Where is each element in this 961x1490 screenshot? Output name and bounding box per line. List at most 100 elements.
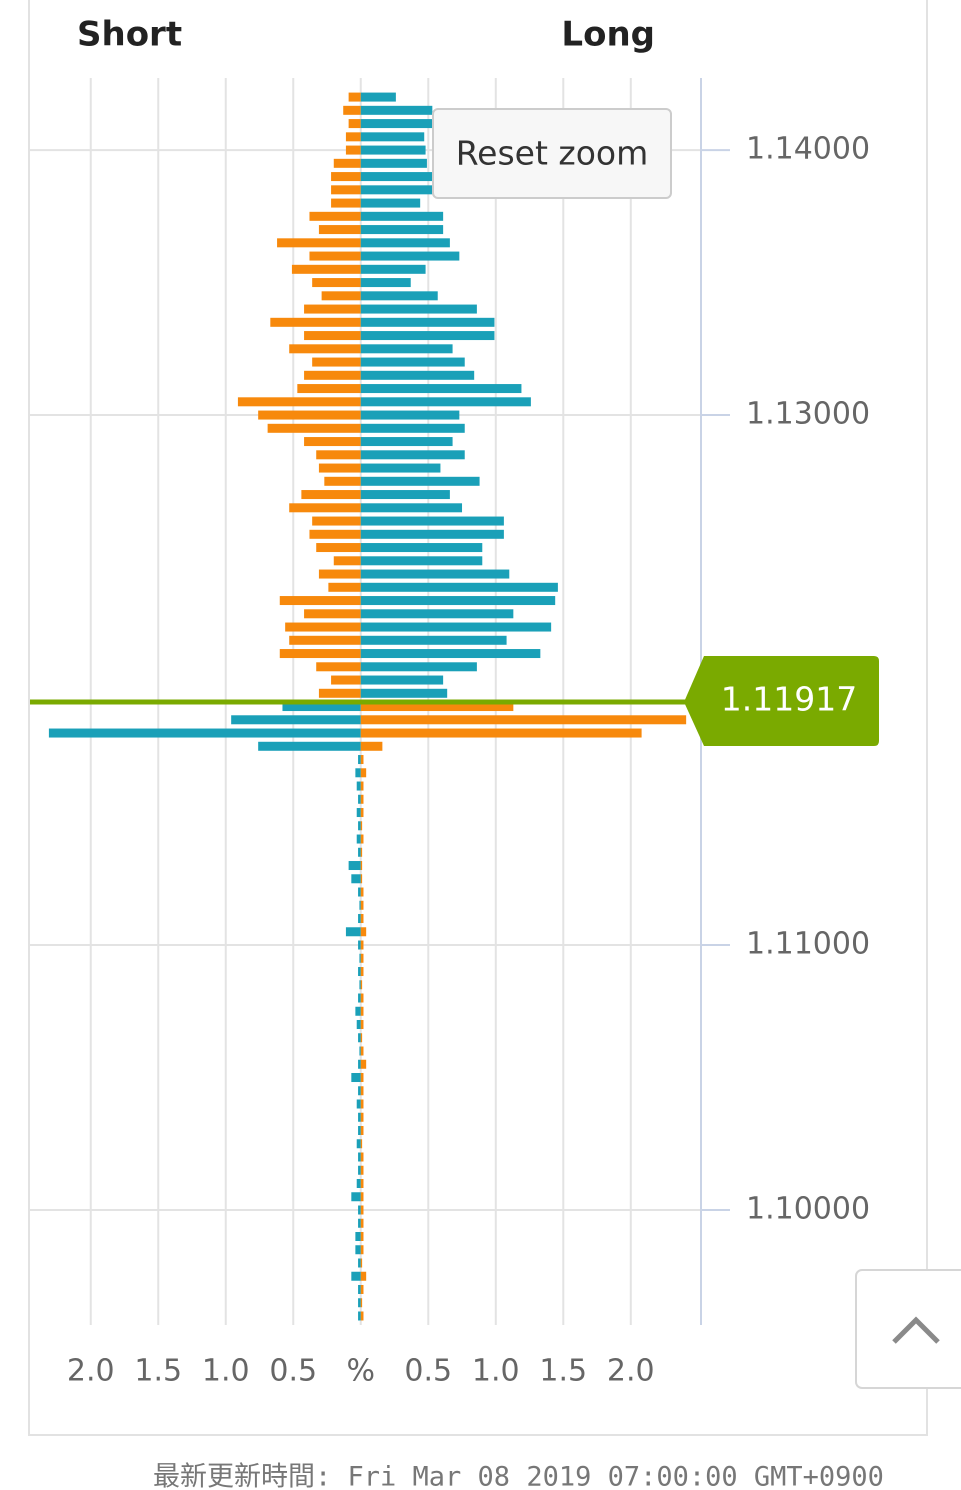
bar-left [351,1073,361,1083]
bar-left [356,1020,361,1030]
bar-right [360,503,463,513]
bar-left [358,887,361,897]
bar-left [356,1139,361,1149]
bar-right [360,1112,364,1122]
bar-left [279,596,361,606]
bar-left [258,410,361,420]
bar-left [355,1245,361,1255]
bar-left [309,529,361,539]
bar-right [360,185,433,195]
bar-right [360,105,433,115]
bar-right [360,834,364,844]
bar-right [360,582,558,592]
bar-left [321,291,361,301]
bar-left [304,609,361,619]
bar-right [360,490,450,500]
y-tick-label: 1.13000 [746,397,870,432]
bar-right [360,609,514,619]
bar-right [360,397,531,407]
bar-right [360,596,556,606]
bar-left [358,1059,361,1069]
bar-right [360,1192,364,1202]
bar-right [360,847,363,857]
bar-left [358,794,361,804]
bar-left [351,874,361,884]
bar-left [358,940,361,950]
bar-right [360,317,495,327]
bar-right [360,172,433,182]
bar-left [358,967,361,977]
current-price-label: 1.11917 [721,680,857,719]
x-tick-label: 1.5 [539,1354,587,1389]
bar-right [360,794,364,804]
bar-right [360,1152,364,1162]
bar-right [360,569,510,579]
bar-left [312,278,361,288]
bar-right [360,953,364,963]
bar-right [360,119,433,129]
x-tick-label: 1.5 [134,1354,182,1389]
bar-right [360,993,364,1003]
bar-right [360,755,364,765]
reset-zoom-label[interactable]: Reset zoom [456,134,649,173]
bar-right [360,331,495,341]
bar-left [359,1046,361,1056]
x-tick-label: 2.0 [67,1354,115,1389]
bar-left [358,1152,361,1162]
bar-left [237,397,361,407]
short-header: Short [77,15,182,55]
bar-right [360,1046,364,1056]
bar-left [358,1298,361,1308]
bar-left [277,238,361,248]
bar-left [231,715,361,725]
bar-right [360,1139,363,1149]
bar-right [360,410,460,420]
bar-right [360,1126,364,1136]
bar-left [345,145,361,155]
bar-right [360,1179,364,1189]
x-tick-label: % [347,1354,376,1389]
bar-left [348,92,361,102]
reset-zoom-box[interactable] [432,108,672,199]
bar-left [355,768,361,778]
bar-left [358,1205,361,1215]
bar-right [360,211,444,221]
bar-right [360,1231,364,1241]
bar-right [360,450,465,460]
x-tick-label: 2.0 [607,1354,655,1389]
bar-left [355,1006,361,1016]
bar-left [358,1258,361,1268]
y-tick-label: 1.14000 [746,132,870,167]
bar-left [358,1284,361,1294]
bar-left [359,953,361,963]
bar-right [360,1311,364,1321]
bar-left [285,622,361,632]
bar-right [360,463,441,473]
reset-zoom-button[interactable]: Reset zoom [432,108,672,199]
bar-left [318,463,361,473]
chevron-up[interactable] [892,1316,940,1344]
bar-left [316,662,361,672]
bar-left [309,251,361,261]
bar-right [360,702,514,712]
scroll-top-button[interactable] [855,1269,961,1389]
bar-right [360,1020,364,1030]
bar-right [360,291,438,301]
bar-left [331,185,361,195]
bar-left [304,304,361,314]
bar-right [360,423,465,433]
bar-left [316,450,361,460]
bar-left [356,834,361,844]
bar-left [343,105,361,115]
bar-left [333,158,361,168]
bar-right [360,980,363,990]
bar-right [360,1271,367,1281]
bar-right [360,132,425,142]
bar-right [360,1059,367,1069]
bar-right [360,1218,364,1228]
bar-left [267,423,361,433]
bar-left [359,980,361,990]
bar-right [360,1298,363,1308]
